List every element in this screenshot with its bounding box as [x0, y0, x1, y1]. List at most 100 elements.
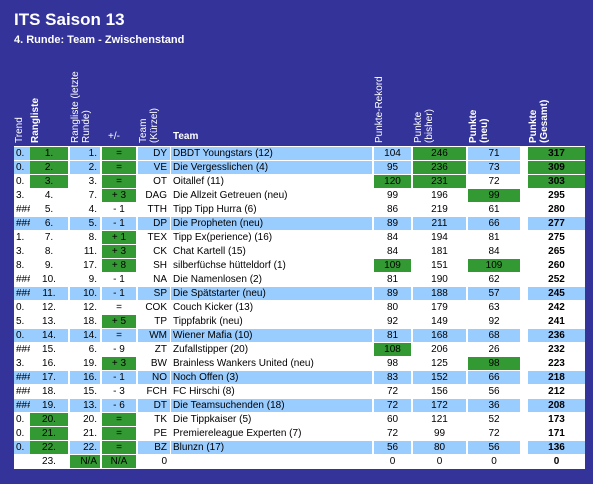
table-cell: 95	[374, 161, 411, 174]
table-cell: 72	[468, 427, 520, 440]
table-cell: 151	[413, 259, 466, 272]
table-cell: 61	[468, 203, 520, 216]
table-cell: 3.	[14, 189, 30, 202]
table-cell: 309	[528, 161, 585, 174]
table-cell: =	[102, 175, 136, 188]
table-cell: - 9	[102, 343, 136, 356]
table-cell: NO	[138, 371, 170, 384]
table-cell: 5.	[30, 203, 68, 216]
table-cell: 236	[528, 329, 585, 342]
table-cell: - 1	[102, 287, 136, 300]
table-cell: 92	[468, 315, 520, 328]
column-header: Punkte (neu)	[468, 109, 490, 143]
table-cell: Die Spätstarter (neu)	[171, 287, 372, 300]
table-cell: - 3	[102, 385, 136, 398]
table-cell: 218	[528, 371, 585, 384]
table-cell: Tipp Tipp Hurra (6)	[171, 203, 372, 216]
table-cell: 92	[374, 315, 411, 328]
column-header: Trend	[14, 117, 25, 143]
table-cell: 109	[468, 259, 520, 272]
table-cell: 72	[468, 175, 520, 188]
table-cell: Couch Kicker (13)	[171, 301, 372, 314]
table-cell: COK	[138, 301, 170, 314]
table-cell: 172	[413, 399, 466, 412]
table-cell: Noch Offen (3)	[171, 371, 372, 384]
table-cell: 98	[374, 357, 411, 370]
column-header: Team (Kürzel)	[138, 107, 160, 143]
table-cell: 73	[468, 161, 520, 174]
table-cell: DBDT Youngstars (12)	[171, 147, 372, 160]
table-cell: 20.	[30, 413, 68, 426]
table-cell: SP	[138, 287, 170, 300]
table-cell: ###	[14, 287, 30, 300]
table-cell: 190	[413, 273, 466, 286]
table-cell: 13.	[70, 399, 100, 412]
column-header: Punkte-Rekord	[374, 76, 385, 143]
table-cell: 9.	[30, 259, 68, 272]
table-cell: 84	[374, 245, 411, 258]
table-cell: 13.	[30, 315, 68, 328]
table-cell: DY	[138, 147, 170, 160]
table-cell: 72	[374, 427, 411, 440]
table-cell: 246	[413, 147, 466, 160]
table-cell: 19.	[70, 357, 100, 370]
table-cell: Wiener Mafia (10)	[171, 329, 372, 342]
table-cell: 252	[528, 273, 585, 286]
table-cell: 3.	[30, 175, 68, 188]
table-cell: 173	[528, 413, 585, 426]
table-cell	[171, 455, 372, 468]
table-cell: 0.	[14, 427, 30, 440]
table-cell: 22.	[70, 441, 100, 454]
table-cell: 12.	[70, 301, 100, 314]
table-cell: ###	[14, 217, 30, 230]
table-cell: 36	[468, 399, 520, 412]
table-cell: 66	[468, 371, 520, 384]
table-cell: Zufallstipper (20)	[171, 343, 372, 356]
table-cell: - 1	[102, 203, 136, 216]
table-cell: 11.	[70, 245, 100, 258]
table-cell: 0	[528, 455, 585, 468]
table-cell: DT	[138, 399, 170, 412]
table-cell: 280	[528, 203, 585, 216]
table-cell: 2.	[70, 161, 100, 174]
table-cell: 21.	[70, 427, 100, 440]
table-cell: 81	[374, 329, 411, 342]
table-cell: 71	[468, 147, 520, 160]
table-cell: 72	[374, 399, 411, 412]
table-cell: Premiereleague Experten (7)	[171, 427, 372, 440]
table-cell: 84	[374, 231, 411, 244]
table-cell: 196	[413, 189, 466, 202]
table-cell: 10.	[30, 273, 68, 286]
table-cell: 125	[413, 357, 466, 370]
table-cell: 121	[413, 413, 466, 426]
column-header: Rangliste	[30, 97, 41, 143]
table-cell: silberfüchse hütteldorf (1)	[171, 259, 372, 272]
table-cell: 8.	[14, 259, 30, 272]
table-cell: CK	[138, 245, 170, 258]
table-cell: 7.	[30, 231, 68, 244]
table-cell: TEX	[138, 231, 170, 244]
table-cell: 0.	[14, 329, 30, 342]
table-cell: 181	[413, 245, 466, 258]
table-cell: =	[102, 147, 136, 160]
table-cell: Die Teamsuchenden (18)	[171, 399, 372, 412]
table-cell: OT	[138, 175, 170, 188]
table-cell: 14.	[30, 329, 68, 342]
table-cell: FC Hirschi (8)	[171, 385, 372, 398]
table-cell: + 1	[102, 231, 136, 244]
table-cell: 10.	[70, 287, 100, 300]
table-cell: 0.	[14, 175, 30, 188]
table-cell: 99	[468, 189, 520, 202]
table-cell: Die Vergesslichen (4)	[171, 161, 372, 174]
table-cell: 57	[468, 287, 520, 300]
table-cell: 72	[374, 385, 411, 398]
column-header: +/-	[108, 131, 120, 142]
table-cell: 14.	[70, 329, 100, 342]
table-cell: 0.	[14, 301, 30, 314]
title: ITS Saison 13	[14, 10, 125, 29]
table-cell: ###	[14, 343, 30, 356]
table-cell: 104	[374, 147, 411, 160]
table-cell: =	[102, 301, 136, 314]
table-cell: 208	[528, 399, 585, 412]
